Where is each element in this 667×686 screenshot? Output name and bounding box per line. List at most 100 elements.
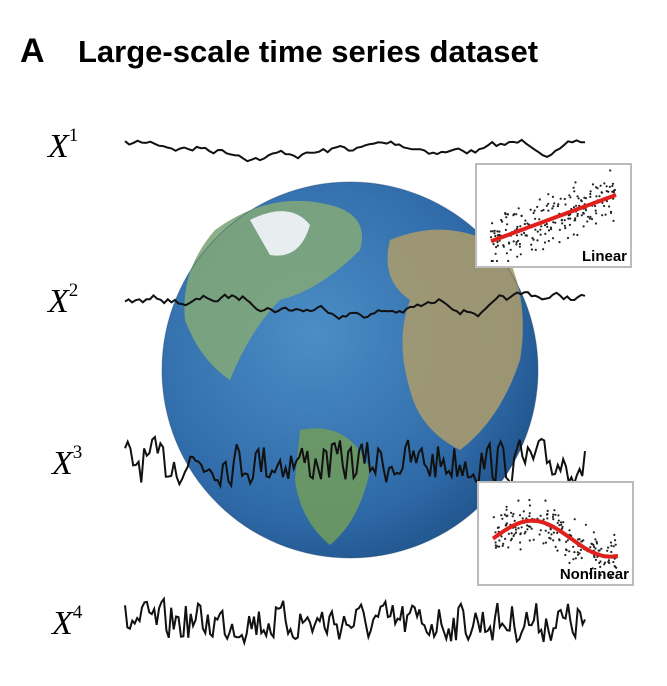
scatter-dot	[595, 186, 598, 189]
scatter-dot	[494, 541, 497, 544]
scatter-dot	[511, 515, 514, 518]
scatter-dot	[599, 184, 602, 187]
scatter-dot	[547, 209, 550, 212]
scatter-dot	[573, 190, 576, 193]
scatter-dot	[577, 553, 580, 556]
scatter-dot	[607, 560, 610, 564]
scatter-dot	[544, 541, 548, 544]
scatter-dot	[520, 526, 523, 529]
scatter-dot	[526, 524, 529, 527]
scatter-dot	[549, 226, 553, 229]
scatter-dot	[493, 232, 496, 235]
scatter-dot	[580, 199, 583, 202]
scatter-dot	[589, 215, 592, 218]
scatter-dot	[595, 212, 598, 215]
scatter-dot	[558, 524, 561, 527]
scatter-dot	[595, 195, 598, 198]
scatter-dot	[603, 561, 607, 564]
scatter-dot	[608, 205, 611, 208]
scatter-dot	[519, 532, 522, 535]
scatter-dot	[496, 234, 499, 237]
scatter-dot	[494, 544, 497, 547]
series-symbol: X	[46, 128, 70, 165]
scatter-dot	[536, 230, 539, 233]
scatter-dot	[582, 225, 585, 228]
scatter-dot	[494, 531, 497, 534]
scatter-dot	[524, 219, 527, 222]
scatter-dot	[552, 518, 555, 521]
scatter-dot	[505, 505, 508, 508]
scatter-dot	[521, 517, 524, 520]
scatter-dot	[561, 222, 564, 225]
scatter-dot	[506, 213, 509, 216]
scatter-dot	[594, 209, 597, 212]
scatter-dot	[496, 230, 499, 233]
scatter-dot	[558, 241, 561, 244]
series-label: X3	[50, 442, 82, 482]
scatter-dot	[542, 248, 545, 251]
scatter-dot	[572, 545, 575, 548]
scatter-dot	[613, 565, 616, 568]
scatter-dot	[565, 540, 568, 544]
scatter-dot	[603, 563, 606, 566]
scatter-dot	[556, 205, 560, 208]
scatter-dot	[504, 228, 507, 231]
scatter-dot	[558, 228, 562, 231]
globe	[161, 181, 539, 559]
scatter-dot	[539, 233, 542, 236]
scatter-dot	[612, 190, 615, 193]
scatter-dot	[518, 242, 522, 246]
scatter-dot	[568, 550, 571, 553]
scatter-dot	[594, 547, 597, 550]
scatter-dot	[538, 218, 541, 221]
scatter-dot	[568, 561, 571, 565]
scatter-dot	[593, 556, 596, 559]
scatter-dot	[539, 228, 542, 231]
scatter-dot	[564, 227, 567, 230]
scatter-dot	[576, 214, 579, 218]
scatter-dot	[584, 209, 588, 212]
scatter-dot	[543, 241, 547, 244]
scatter-dot	[512, 214, 515, 217]
time-series	[124, 291, 586, 321]
scatter-dot	[610, 544, 613, 547]
scatter-dot	[501, 544, 504, 548]
scatter-dot	[517, 239, 520, 242]
scatter-dot	[612, 560, 615, 564]
scatter-dot	[553, 202, 556, 205]
scatter-dot	[532, 538, 535, 541]
scatter-dot	[544, 529, 547, 532]
title: Large-scale time series dataset	[78, 34, 538, 69]
scatter-dot	[612, 219, 615, 222]
scatter-dot	[577, 197, 580, 200]
scatter-dot	[530, 248, 534, 251]
scatter-dot	[613, 533, 616, 537]
scatter-dot	[614, 543, 617, 546]
scatter-dot	[561, 525, 564, 529]
scatter-dot	[605, 185, 608, 188]
scatter-dot	[498, 545, 501, 548]
scatter-dot	[568, 223, 572, 226]
scatter-dot	[574, 557, 577, 560]
scatter-dot	[489, 230, 493, 233]
scatter-dot	[598, 561, 601, 565]
scatter-dot	[609, 169, 612, 172]
scatter-dot	[531, 237, 534, 240]
scatter-dot	[560, 219, 563, 222]
series-label: X1	[46, 125, 78, 165]
scatter-dot	[563, 224, 567, 227]
scatter-dot	[545, 513, 549, 516]
scatter-dot	[568, 194, 571, 197]
scatter-dot	[494, 234, 497, 238]
scatter-dot	[536, 205, 539, 208]
scatter-dot	[580, 540, 583, 543]
series-symbol: X	[46, 283, 70, 320]
scatter-dot	[574, 217, 577, 220]
scatter-dot	[519, 541, 522, 544]
series-symbol: X	[50, 445, 74, 482]
scatter-dot	[506, 514, 509, 517]
scatter-dot	[578, 552, 581, 555]
scatter-dot	[552, 221, 555, 224]
scatter-dot	[598, 549, 601, 552]
scatter-dot	[557, 203, 560, 206]
